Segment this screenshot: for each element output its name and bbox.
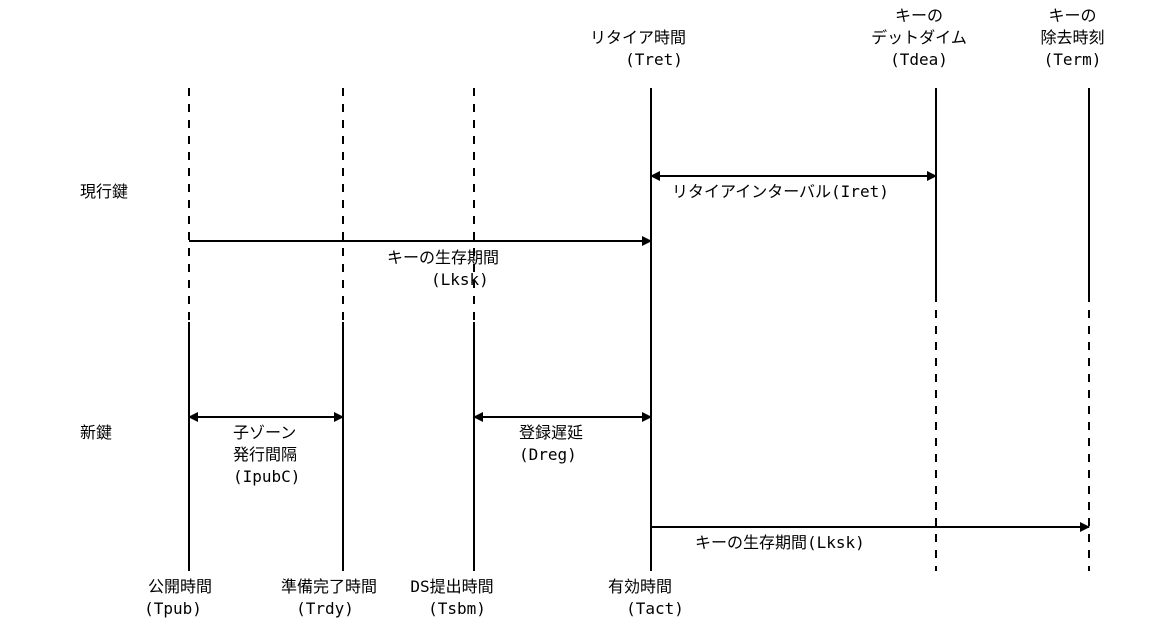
active-time-label: 有効時間 <box>607 577 672 596</box>
dead-time-abbr: (Tdea) <box>890 50 948 69</box>
retire-time-label: リタイア時間 <box>589 28 686 47</box>
new-lifetime-label: キーの生存期間(Lksk) <box>695 533 865 552</box>
child-zone-label-1: 子ゾーン <box>233 423 297 442</box>
child-zone-abbr: (IpubC) <box>233 467 301 486</box>
ds-submit-time-label: DS提出時間 <box>410 577 494 596</box>
remove-time-label-1: キーの <box>1048 6 1097 25</box>
row-label-new-key: 新鍵 <box>80 423 113 442</box>
active-time-abbr: (Tact) <box>626 599 684 618</box>
child-zone-label-2: 発行間隔 <box>233 445 298 464</box>
remove-time-label-2: 除去時刻 <box>1040 28 1105 47</box>
dead-time-label-2: デットダイム <box>871 28 967 47</box>
publish-time-abbr: (Tpub) <box>144 599 202 618</box>
registration-delay-label: 登録遅延 <box>519 423 584 442</box>
remove-time-abbr: (Term) <box>1043 50 1102 69</box>
ready-time-abbr: (Trdy) <box>296 599 354 618</box>
current-lifetime-label: キーの生存期間 <box>387 248 500 267</box>
row-label-current-key: 現行鍵 <box>80 182 129 201</box>
retire-interval-label: リタイアインターバル(Iret) <box>672 182 889 201</box>
ds-submit-time-abbr: (Tsbm) <box>428 599 486 618</box>
registration-delay-abbr: (Dreg) <box>519 445 577 464</box>
dead-time-label-1: キーの <box>894 6 943 25</box>
current-lifetime-abbr: (Lksk) <box>431 270 489 289</box>
ready-time-label: 準備完了時間 <box>280 577 377 596</box>
publish-time-label: 公開時間 <box>147 577 212 596</box>
retire-time-abbr: (Tret) <box>625 50 683 69</box>
